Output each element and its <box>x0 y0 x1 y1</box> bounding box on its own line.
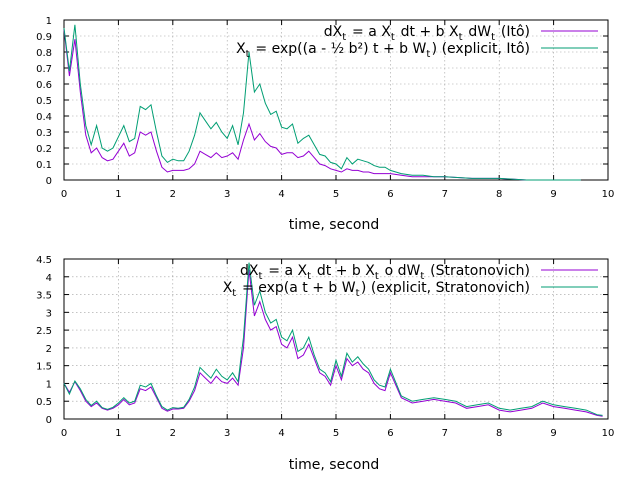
panel-1-ytick-label-7: 0.7 <box>36 64 52 75</box>
panel-2-xtick-label-9: 9 <box>550 428 556 439</box>
panel-1-ytick-label-2: 0.2 <box>36 144 52 155</box>
panel-2-xtick-label-4: 4 <box>278 428 284 439</box>
panel-2-xtick-label-6: 6 <box>387 428 393 439</box>
panel-2-ytick-label-0: 0 <box>46 415 52 426</box>
panel-2-ytick-label-1: 0.5 <box>36 397 52 408</box>
panel-2-xtick-label-5: 5 <box>333 428 339 439</box>
panel-2-xlabel: time, second <box>289 457 379 473</box>
panel-2-xtick-label-0: 0 <box>61 428 67 439</box>
panel-1-xtick-label-3: 3 <box>224 189 230 200</box>
panel-1-xtick-label-5: 5 <box>333 189 339 200</box>
panel-2-series-2-line <box>63 262 603 416</box>
panel-1-legend-label-2: Xt = exp((a - ½ b²) t + b Wt ) (explicit… <box>236 41 530 60</box>
panel-1-xtick-label-7: 7 <box>442 189 448 200</box>
panel-1-xtick-label-9: 9 <box>550 189 556 200</box>
panel-1-legend-label-1: dXt = a Xt dt + b Xt dWt (Itô) <box>324 24 530 43</box>
panel-1-series-1-line <box>63 29 581 181</box>
panel-1-xtick-label-6: 6 <box>387 189 393 200</box>
panel-1-ytick-label-6: 0.6 <box>36 80 52 91</box>
panel-2-legend-label-2: Xt = exp(a t + b Wt ) (explicit, Straton… <box>223 280 530 299</box>
panel-1-ytick-label-4: 0.4 <box>36 112 52 123</box>
panel-2-ytick-label-2: 1 <box>46 379 52 390</box>
panel-2-series-1-line <box>63 269 603 417</box>
panel-1-ytick-label-5: 0.5 <box>36 96 52 107</box>
panel-1-xtick-label-8: 8 <box>496 189 502 200</box>
panel-2-ytick-label-6: 3 <box>46 308 52 319</box>
panel-1-ytick-label-1: 0.1 <box>36 160 52 171</box>
panel-1-xtick-label-10: 10 <box>602 189 615 200</box>
panel-2-xtick-label-1: 1 <box>115 428 121 439</box>
panel-2-xtick-label-3: 3 <box>224 428 230 439</box>
panel-2-xtick-label-2: 2 <box>170 428 176 439</box>
panel-2-ytick-label-3: 1.5 <box>36 362 52 373</box>
panel-2-xtick-label-7: 7 <box>442 428 448 439</box>
panel-1-xlabel: time, second <box>289 217 379 233</box>
panel-1-xtick-label-4: 4 <box>278 189 284 200</box>
panel-2-ytick-label-8: 4 <box>46 273 52 284</box>
panel-2-ytick-label-9: 4.5 <box>36 255 52 266</box>
panel-1-ytick-label-3: 0.3 <box>36 128 52 139</box>
panel-1-xtick-label-0: 0 <box>61 189 67 200</box>
panel-2-ytick-label-5: 2.5 <box>36 326 52 337</box>
panel-1-ytick-label-10: 1 <box>46 16 52 27</box>
panel-1-ytick-label-9: 0.9 <box>36 32 52 43</box>
panel-2-legend-label-1: dXt = a Xt dt + b Xt o dWt (Stratonovich… <box>240 263 530 282</box>
panel-1-xtick-label-2: 2 <box>170 189 176 200</box>
panel-2-xtick-label-10: 10 <box>602 428 615 439</box>
panel-1-xtick-label-1: 1 <box>115 189 121 200</box>
panel-1-ytick-label-0: 0 <box>46 176 52 187</box>
panel-2-ytick-label-4: 2 <box>46 344 52 355</box>
panel-2-ytick-label-7: 3.5 <box>36 291 52 302</box>
panel-2-xtick-label-8: 8 <box>496 428 502 439</box>
panel-1-series-2-line <box>63 24 581 181</box>
panel-1-ytick-label-8: 0.8 <box>36 48 52 59</box>
